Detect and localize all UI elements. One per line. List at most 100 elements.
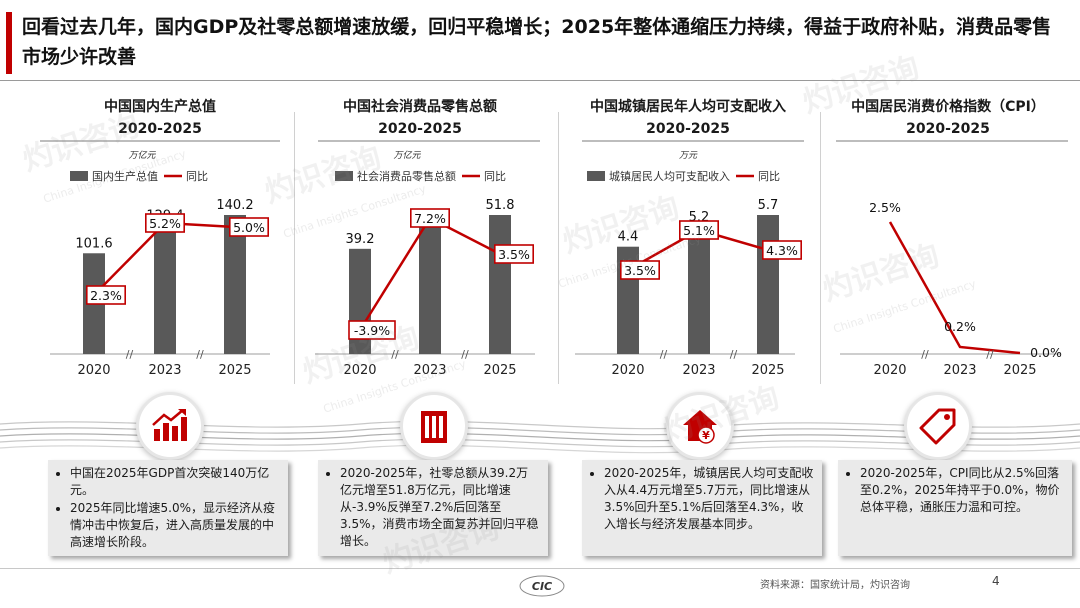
- yoy-label-box: [410, 208, 451, 228]
- yoy-label-box: [679, 220, 720, 240]
- bar-value-label: 51.8: [486, 198, 515, 213]
- axis-break: //: [986, 348, 994, 361]
- bar-value-label: 5.7: [758, 198, 779, 213]
- source-note: 资料来源：国家统计局，灼识咨询: [760, 580, 910, 591]
- x-tick-label: 2025: [1003, 363, 1036, 378]
- bar: [419, 227, 441, 354]
- yoy-label-box: [619, 260, 661, 280]
- note-box-income: 2020-2025年，城镇居民人均可支配收入从4.4万元增至5.7万元，同比增速…: [582, 460, 822, 556]
- x-tick-label: 2023: [413, 363, 446, 378]
- legend-swatch-bar: [335, 171, 353, 181]
- legend-label-bar: 城镇居民人均可支配收入: [609, 169, 730, 183]
- axis-break: //: [391, 348, 399, 361]
- house-yuan-icon: ¥: [666, 392, 734, 460]
- x-tick-label: 2025: [218, 363, 251, 378]
- svg-text:¥: ¥: [702, 429, 710, 442]
- price-tag-icon: [904, 392, 972, 460]
- axis-break: //: [196, 348, 204, 361]
- panel-1-header: 中国国内生产总值 2020-2025: [60, 96, 260, 140]
- yoy-label: 0.2%: [944, 319, 976, 334]
- panel-2-title: 中国社会消费品零售总额: [343, 99, 497, 115]
- panel-4-header: 中国居民消费价格指数（CPI） 2020-2025: [828, 96, 1068, 140]
- axis-break: //: [461, 348, 469, 361]
- x-tick-label: 2023: [148, 363, 181, 378]
- x-tick-label: 2020: [873, 363, 906, 378]
- yoy-label: 0.0%: [1030, 345, 1062, 360]
- page-title: 回看过去几年，国内GDP及社零总额增速放缓，回归平稳增长；2025年整体通缩压力…: [22, 16, 1052, 68]
- building-icon: [400, 392, 468, 460]
- legend-swatch-bar: [70, 171, 88, 181]
- yoy-label: 5.2%: [149, 216, 181, 231]
- panel-3-title: 中国城镇居民年人均可支配收入: [590, 99, 786, 115]
- title-divider: [0, 80, 1080, 81]
- yoy-label-box: [762, 240, 803, 260]
- note-item: 2020-2025年，城镇居民人均可支配收入从4.4万元增至5.7万元，同比增速…: [604, 465, 814, 533]
- yoy-label: 7.2%: [414, 211, 446, 226]
- panel-1-rule: [40, 140, 280, 142]
- bar-value-label: 101.6: [75, 236, 112, 251]
- x-tick-label: 2025: [483, 363, 516, 378]
- panel-separator: [558, 112, 559, 384]
- legend-label-line: 同比: [758, 170, 780, 183]
- x-tick-label: 2023: [682, 363, 715, 378]
- bar: [688, 227, 710, 354]
- yoy-label-box: [85, 285, 127, 305]
- yoy-label: 5.1%: [683, 223, 715, 238]
- bar: [224, 215, 246, 354]
- yoy-label: 3.5%: [498, 247, 530, 262]
- yoy-label: 3.5%: [624, 263, 656, 278]
- yoy-line: [888, 221, 1021, 355]
- rising-chart-icon: [136, 392, 204, 460]
- panel-3-header: 中国城镇居民年人均可支配收入 2020-2025: [568, 96, 808, 140]
- bar-value-label: 39.2: [346, 232, 375, 247]
- bar-value-label: 140.2: [216, 198, 253, 213]
- panel-2-rule: [318, 140, 540, 142]
- unit-label: 万亿元: [128, 150, 156, 161]
- x-tick-label: 2025: [751, 363, 784, 378]
- bar-value-label: 4.4: [618, 230, 639, 245]
- note-item: 2020-2025年，CPI同比从2.5%回落至0.2%，2025年持平于0.0…: [860, 465, 1064, 516]
- axis-break: //: [660, 348, 668, 361]
- footer-divider: [0, 568, 1080, 569]
- legend-label-line: 同比: [186, 170, 208, 183]
- panel-separator: [820, 112, 821, 384]
- yoy-label: 2.3%: [90, 288, 122, 303]
- note-box-gdp: 中国在2025年GDP首次突破140万亿元。 2025年同比增速5.0%，显示经…: [48, 460, 288, 556]
- title-accent-bar: [6, 12, 12, 74]
- panel-2-header: 中国社会消费品零售总额 2020-2025: [315, 96, 525, 140]
- note-item: 2020-2025年，社零总额从39.2万亿元增至51.8万亿元，同比增速从-3…: [340, 465, 540, 550]
- cic-logo: CIC: [519, 575, 565, 597]
- yoy-label: 5.0%: [233, 220, 265, 235]
- yoy-label-box: [145, 213, 186, 233]
- panel-1-subtitle: 2020-2025: [118, 121, 202, 137]
- panel-2-subtitle: 2020-2025: [378, 121, 462, 137]
- note-item: 2025年同比增速5.0%，显示经济从疫情冲击中恢复后，进入高质量发展的中高速增…: [70, 500, 280, 551]
- panel-3-rule: [582, 140, 804, 142]
- yoy-label: 4.3%: [766, 243, 798, 258]
- panel-1-title: 中国国内生产总值: [104, 99, 216, 115]
- yoy-label-box: [494, 244, 535, 264]
- panel-separator: [294, 112, 295, 384]
- unit-label: 万元: [679, 151, 698, 161]
- panel-4-rule: [836, 140, 1068, 142]
- yoy-label-box: [229, 217, 270, 237]
- page-number: 4: [992, 574, 1000, 588]
- legend-label-bar: 社会消费品零售总额: [357, 169, 456, 183]
- gdp-chart: 万亿元国内生产总值同比101.6129.4140.22.3%5.2%5.0%//…: [50, 150, 270, 378]
- yoy-label: 2.5%: [869, 200, 901, 215]
- x-tick-label: 2020: [343, 363, 376, 378]
- bar: [489, 215, 511, 354]
- x-tick-label: 2020: [77, 363, 110, 378]
- cpi-chart: 2.5% 0.2% 0.0% // // 2020 2023 2025: [840, 200, 1062, 378]
- legend-swatch-bar: [587, 171, 605, 181]
- axis-break: //: [126, 348, 134, 361]
- panel-3-subtitle: 2020-2025: [646, 121, 730, 137]
- note-box-cpi: 2020-2025年，CPI同比从2.5%回落至0.2%，2025年持平于0.0…: [838, 460, 1072, 556]
- note-box-retail: 2020-2025年，社零总额从39.2万亿元增至51.8万亿元，同比增速从-3…: [318, 460, 548, 556]
- panel-4-subtitle: 2020-2025: [906, 121, 990, 137]
- legend-label-bar: 国内生产总值: [92, 169, 158, 183]
- retail-sales-chart: 万亿元社会消费品零售总额同比39.247.251.8-3.9%7.2%3.5%/…: [315, 150, 535, 378]
- legend-label-line: 同比: [484, 170, 506, 183]
- axis-break: //: [921, 348, 929, 361]
